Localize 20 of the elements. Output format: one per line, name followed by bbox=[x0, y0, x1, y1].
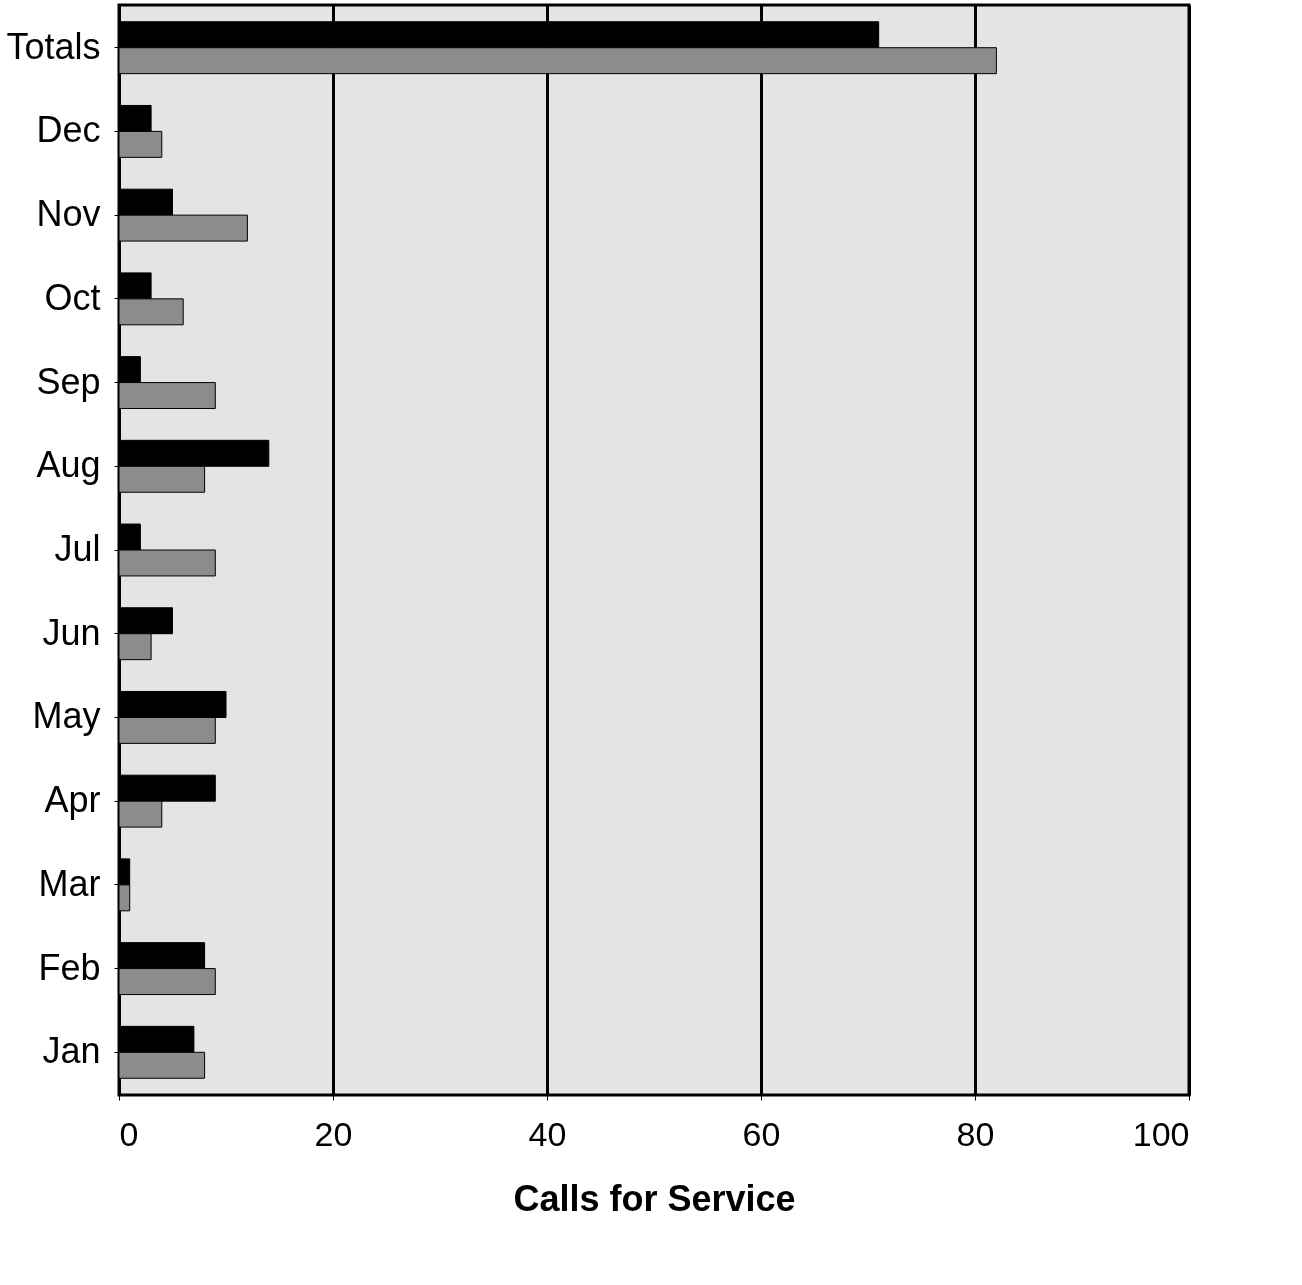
x-tick-label: 20 bbox=[314, 1114, 353, 1153]
y-tick-label: Apr bbox=[44, 779, 101, 821]
y-tick-label: Jun bbox=[42, 611, 101, 653]
y-tick-label: Jan bbox=[42, 1030, 101, 1072]
x-tick-label: 60 bbox=[742, 1114, 781, 1153]
y-tick-label: Dec bbox=[36, 109, 101, 151]
x-axis-title: Calls for Service bbox=[513, 1177, 796, 1219]
y-tick-label: Aug bbox=[36, 444, 101, 486]
y-tick-label: Totals bbox=[6, 25, 101, 67]
y-tick-label: May bbox=[32, 695, 101, 737]
y-tick-label: Feb bbox=[38, 946, 101, 988]
x-tick-label: 0 bbox=[119, 1114, 139, 1153]
y-tick-label: Nov bbox=[36, 193, 101, 235]
x-tick-label: 100 bbox=[1132, 1114, 1190, 1153]
y-tick-label: Oct bbox=[44, 276, 101, 318]
y-tick-label: Mar bbox=[38, 862, 101, 904]
x-tick-label: 40 bbox=[528, 1114, 567, 1153]
x-tick-label: 80 bbox=[956, 1114, 995, 1153]
y-tick-label: Jul bbox=[54, 528, 101, 569]
y-tick-label: Sep bbox=[36, 360, 101, 402]
